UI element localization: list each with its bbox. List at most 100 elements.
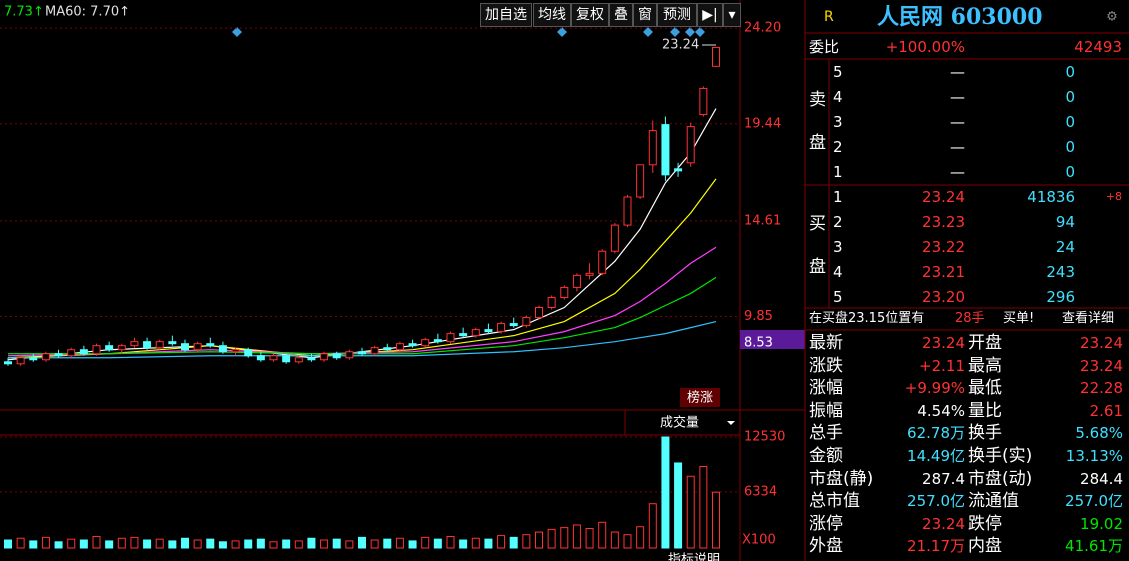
candle-body [54, 353, 63, 357]
sell-level: 4 [833, 88, 843, 106]
candle-body [168, 341, 177, 345]
quote-value: 2.61 [1089, 401, 1123, 420]
volume-bar [383, 538, 392, 549]
rank-button[interactable] [680, 388, 720, 407]
buy-level: 3 [833, 238, 843, 256]
sell-volume: 0 [1065, 163, 1075, 181]
volume-bar [585, 528, 594, 549]
buy-label: 买 [809, 214, 826, 234]
volume-bar [522, 534, 531, 549]
volume-bar [181, 537, 189, 549]
volume-bar [509, 536, 518, 549]
toolbar-button[interactable]: 窗 [633, 3, 657, 27]
last-price-label: 23.24 [662, 38, 699, 53]
buy-volume: 94 [1055, 213, 1075, 231]
quote-value: 23.24 [922, 334, 965, 352]
buy-label: 盘 [809, 257, 826, 277]
candle-body [383, 347, 392, 351]
candle-body [320, 353, 329, 361]
quote-value: 23.24 [1080, 356, 1123, 375]
volume-bar [636, 526, 645, 549]
sell-level: 3 [833, 113, 843, 131]
volume-bar [433, 538, 442, 549]
buy-level: 4 [833, 263, 843, 281]
candle-body [92, 345, 101, 355]
buy-price: 23.24 [922, 188, 965, 206]
volume-bar [699, 465, 708, 549]
candle-body [484, 329, 493, 333]
buy-price: 23.23 [922, 213, 965, 231]
volume-bar [54, 541, 63, 549]
candle-body [181, 343, 189, 351]
volume-bar [497, 535, 506, 549]
sell-volume: 0 [1065, 63, 1075, 81]
notice-qty: 28手 [955, 311, 985, 326]
toolbar-button[interactable]: 加自选 [480, 3, 532, 27]
quote-value: 19.02 [1080, 514, 1123, 533]
indicator-selector[interactable] [624, 409, 741, 436]
quote-label: 总手 [809, 423, 843, 444]
quote-label: 金额 [809, 446, 843, 466]
toolbar-button[interactable]: ▾ [723, 3, 741, 27]
svg-text:⚙: ⚙ [1106, 10, 1118, 25]
volume-bar [29, 540, 38, 549]
quote-value: 257.0亿 [1065, 492, 1123, 511]
y-tick-label: 12530 [744, 430, 785, 445]
buy-price: 23.21 [922, 263, 965, 281]
toolbar-button[interactable]: 叠 [609, 3, 633, 27]
candle-body [218, 345, 227, 353]
candle-body [294, 357, 303, 363]
quote-value: +9.99% [904, 379, 965, 398]
rank-button-label: 榜涨 [687, 390, 713, 406]
weibi-diff: 42493 [1074, 38, 1122, 56]
candle-body [4, 361, 12, 365]
volume-bar [282, 539, 291, 549]
candle-body [471, 329, 480, 337]
indicator-selector-label: 成交量 [660, 415, 699, 431]
candle-body [16, 357, 25, 365]
candle-body [282, 355, 291, 363]
candle-body [699, 87, 708, 116]
volume-bar [395, 537, 404, 549]
buy-level: 2 [833, 213, 843, 231]
volume-bar [345, 540, 354, 549]
buy-volume: 296 [1046, 288, 1075, 306]
toolbar-button[interactable]: 预测 [657, 3, 697, 27]
quote-value: 23.24 [1080, 334, 1123, 352]
indicator-help[interactable]: 指标说明 [668, 553, 720, 561]
ma-line [8, 276, 717, 355]
notice-text: 在买盘23.15位置有 [809, 311, 925, 326]
toolbar-button[interactable]: ▶| [697, 3, 723, 27]
ma-value: 7.73↑ [4, 5, 44, 20]
quote-label: 流通值 [968, 491, 1019, 512]
flag: R [824, 9, 834, 25]
quote-label: 内盘 [968, 536, 1002, 557]
volume-bar [67, 538, 76, 549]
toolbar-button[interactable]: 复权 [571, 3, 609, 27]
quote-label: 涨跌 [809, 355, 843, 376]
candle-body [307, 357, 316, 361]
buy-volume: 24 [1055, 238, 1075, 256]
volume-bar [143, 539, 152, 549]
candle-body [244, 349, 253, 357]
candle-body [648, 130, 657, 166]
quote-value: 284.4 [1080, 469, 1123, 488]
candle-body [623, 196, 632, 226]
notice-link[interactable]: 查看详细 [1062, 311, 1115, 326]
candle-body [686, 126, 695, 164]
volume-bar [446, 535, 455, 549]
volume-bar [459, 539, 468, 549]
candle-body [332, 353, 341, 359]
volume-bar [712, 491, 720, 549]
candle-body [256, 355, 265, 361]
quote-label: 市盘(静) [809, 468, 874, 489]
volume-bar [421, 536, 430, 549]
sell-price: — [950, 138, 965, 156]
candle-body [712, 46, 720, 67]
candle-body [408, 343, 417, 347]
candle-body [560, 286, 569, 298]
volume-bar [269, 541, 278, 549]
toolbar-button[interactable]: 均线 [533, 3, 571, 27]
volume-bar [256, 538, 265, 549]
volume-bar [674, 462, 683, 549]
